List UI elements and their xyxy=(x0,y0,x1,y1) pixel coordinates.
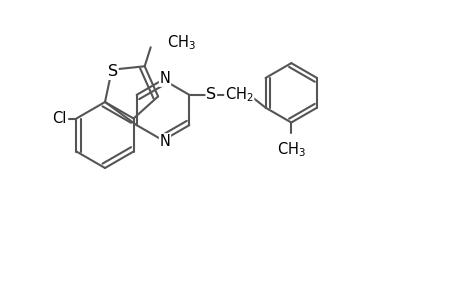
Text: S: S xyxy=(206,87,216,102)
Text: CH$_2$: CH$_2$ xyxy=(224,85,253,104)
Text: S: S xyxy=(107,64,118,79)
Text: N: N xyxy=(159,71,170,86)
Text: CH$_3$: CH$_3$ xyxy=(276,140,305,159)
Text: Cl: Cl xyxy=(52,111,66,126)
Text: N: N xyxy=(159,134,170,149)
Text: CH$_3$: CH$_3$ xyxy=(166,33,195,52)
